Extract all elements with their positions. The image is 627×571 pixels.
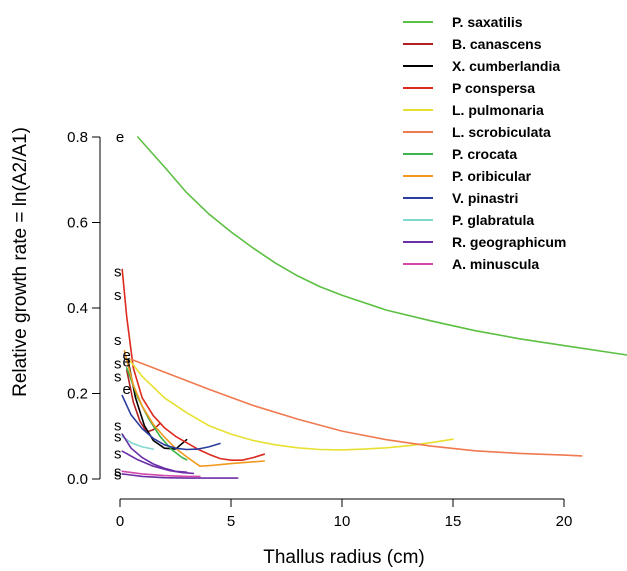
legend-label: P conspersa [452,80,535,96]
legend-label: L. pulmonaria [452,102,544,118]
legend-label: V. pinastri [452,190,518,206]
x-tick-label: 5 [227,513,235,530]
marker-s: s [114,332,122,349]
legend-label: P. glabratula [452,212,534,228]
series-line-r-geographicum [121,473,239,479]
legend-label: B. canascens [452,36,542,52]
series-line-x-cumberlandia [127,358,188,450]
marker-s: s [114,445,122,462]
y-axis: 0.0 0.2 0.4 0.6 0.8 [67,129,101,488]
x-axis: 0 5 10 15 20 [116,498,573,530]
marker-e: e [122,353,130,370]
y-tick-label: 0.0 [67,471,88,488]
marker-s: s [114,356,122,373]
legend-label: A. minuscula [452,256,539,272]
marker-s: s [114,287,122,304]
marker-e: e [122,381,130,398]
legend-label: P. oribicular [452,168,532,184]
legend-label: P. saxatilis [452,14,523,30]
series-line-p-saxatilis [137,136,627,356]
legend: P. saxatilis B. canascens X. cumberlandia P… [403,14,566,272]
series-line-l-pulmonaria [128,358,454,451]
legend-label: P. crocata [452,146,517,162]
y-axis-title: Relative growth rate = ln(A2/A1) [10,127,31,397]
series-line-r-geographicum [121,450,195,475]
marker-s: s [114,368,122,385]
x-tick-label: 20 [556,513,573,530]
series-line-v-pinastri [121,394,221,451]
x-tick-label: 10 [334,513,351,530]
marker-e: e [116,129,124,146]
series-line-p-glabratula [121,435,155,450]
series-line-p-crocata [125,367,188,461]
marker-s: s [114,264,122,281]
series-lines [121,136,627,479]
series-line-l-scrobiculata [130,358,583,457]
legend-label: X. cumberlandia [452,58,560,74]
y-tick-label: 0.8 [67,129,88,146]
series-line-a-minuscula [121,470,201,478]
x-axis-title: Thallus radius (cm) [263,547,425,568]
marker-s: s [114,418,122,435]
x-tick-label: 0 [116,513,124,530]
y-tick-label: 0.6 [67,215,88,232]
series-line-p-conspersa [121,268,266,462]
marker-e: e [122,347,130,364]
marker-s: s [114,428,122,445]
legend-label: L. scrobiculata [452,124,551,140]
legend-label: R. geographicum [452,234,566,250]
marker-s: s [114,467,122,484]
x-tick-label: 15 [445,513,462,530]
y-tick-label: 0.4 [67,300,88,317]
marker-s: s [114,463,122,480]
y-tick-label: 0.2 [67,386,88,403]
